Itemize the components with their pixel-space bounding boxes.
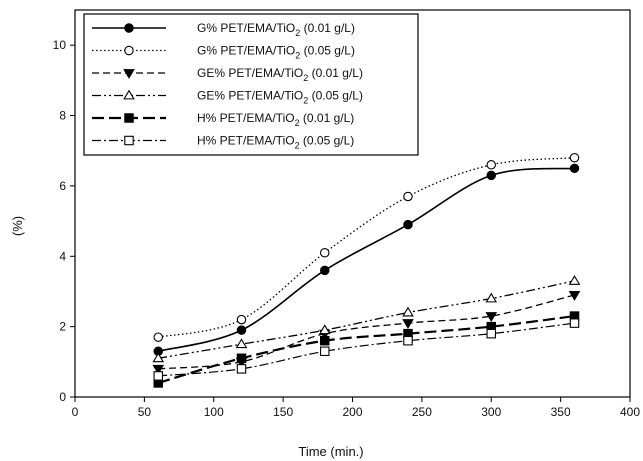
y-tick-label: 6 (59, 179, 66, 193)
data-point-marker (235, 338, 248, 349)
data-point-marker (403, 335, 413, 346)
x-tick-label: 0 (72, 405, 79, 419)
legend-entry: G% PET/EMA/TiO2 (0.05 g/L) (92, 44, 355, 61)
series-line (158, 322, 575, 377)
x-axis-title: Time (min.) (298, 444, 363, 459)
x-tick-label: 50 (138, 405, 152, 419)
legend-label-subscript: 2 (295, 118, 300, 128)
data-point-marker (485, 292, 498, 303)
data-point-marker (486, 328, 496, 339)
legend-marker (124, 45, 134, 56)
series-line (158, 280, 575, 359)
legend-label-suffix: (0.05 g/L) (308, 89, 363, 103)
data-point-marker (236, 364, 247, 374)
legend-entry: GE% PET/EMA/TiO2 (0.01 g/L) (92, 66, 363, 83)
legend-label-main: H% PET/EMA/TiO (197, 111, 295, 125)
legend-label: H% PET/EMA/TiO2 (0.05 g/L) (197, 134, 354, 151)
data-point-marker (568, 274, 581, 285)
x-tick-label: 200 (342, 405, 362, 419)
x-tick-label: 350 (551, 405, 571, 419)
legend-label-main: H% PET/EMA/TiO (197, 134, 295, 148)
x-tick-label: 250 (412, 405, 432, 419)
legend-label-main: GE% PET/EMA/TiO (197, 66, 303, 80)
legend-marker (123, 89, 135, 100)
series-line (158, 167, 575, 353)
data-point-marker (236, 314, 247, 325)
legend-label: H% PET/EMA/TiO2 (0.01 g/L) (197, 111, 354, 128)
series-3 (152, 291, 581, 375)
legend-label-subscript: 2 (295, 141, 300, 151)
data-point-marker (569, 318, 580, 328)
x-tick-label: 150 (273, 405, 293, 419)
legend-entry: H% PET/EMA/TiO2 (0.01 g/L) (92, 111, 354, 128)
legend-marker (124, 135, 134, 146)
data-point-marker (569, 153, 580, 163)
data-point-marker (152, 364, 165, 375)
legend-label-subscript: 2 (295, 28, 300, 38)
legend-label: G% PET/EMA/TiO2 (0.05 g/L) (197, 44, 355, 61)
legend-label-subscript: 2 (295, 51, 300, 61)
data-point-marker (486, 160, 496, 170)
legend-entry: G% PET/EMA/TiO2 (0.01 g/L) (92, 21, 355, 38)
data-point-marker (568, 291, 581, 301)
data-point-marker (319, 248, 330, 258)
data-point-marker (319, 335, 330, 346)
legend-entry: H% PET/EMA/TiO2 (0.05 g/L) (92, 134, 354, 151)
data-point-marker (403, 219, 413, 230)
legend-label-main: G% PET/EMA/TiO (197, 44, 295, 58)
series-4 (152, 274, 581, 363)
y-tick-label: 2 (59, 320, 66, 334)
legend-label-subscript: 2 (303, 73, 308, 83)
series-line (158, 157, 575, 338)
series-5 (153, 311, 580, 388)
data-point-marker (402, 319, 414, 330)
data-point-marker (403, 191, 413, 202)
data-point-marker (319, 265, 330, 276)
legend-marker (124, 113, 134, 123)
y-axis-title: (%) (10, 216, 25, 236)
data-point-marker (153, 371, 164, 381)
axes: 0 50 100 150 200 250 300 350 400 0 2 4 6 8 10 (53, 38, 641, 419)
data-point-marker (318, 324, 331, 335)
legend-label-suffix: (0.01 g/L) (300, 21, 355, 35)
legend-marker (124, 23, 134, 33)
data-point-marker (569, 163, 580, 174)
legend-marker (123, 69, 135, 79)
legend-label-suffix: (0.05 g/L) (300, 44, 355, 58)
data-point-marker (153, 332, 164, 342)
data-point-marker (319, 346, 330, 357)
legend-entry: GE% PET/EMA/TiO2 (0.05 g/L) (92, 89, 363, 106)
series-line (157, 314, 575, 384)
legend-label: GE% PET/EMA/TiO2 (0.05 g/L) (197, 89, 363, 106)
legend-label: GE% PET/EMA/TiO2 (0.01 g/L) (197, 66, 363, 83)
data-point-marker (485, 312, 498, 322)
legend-label-main: GE% PET/EMA/TiO (197, 89, 303, 103)
y-tick-label: 10 (53, 38, 67, 52)
x-tick-label: 400 (620, 405, 640, 419)
series-layer (152, 153, 581, 388)
data-point-marker (152, 352, 165, 363)
legend-label-subscript: 2 (303, 96, 308, 106)
data-point-marker (236, 325, 247, 335)
legend-label-main: G% PET/EMA/TiO (197, 21, 295, 35)
y-tick-label: 0 (59, 390, 66, 404)
x-tick-label: 300 (481, 405, 501, 419)
legend-label: G% PET/EMA/TiO2 (0.01 g/L) (197, 21, 355, 38)
series-2 (153, 153, 580, 342)
y-tick-label: 8 (59, 109, 66, 123)
y-tick-label: 4 (59, 249, 66, 263)
legend-label-suffix: (0.05 g/L) (300, 134, 355, 148)
series-6 (153, 318, 580, 381)
x-tick-label: 100 (204, 405, 224, 419)
data-point-marker (486, 170, 496, 181)
data-point-marker (402, 306, 414, 317)
legend-label-suffix: (0.01 g/L) (300, 111, 355, 125)
series-line (158, 294, 575, 370)
legend: G% PET/EMA/TiO2 (0.01 g/L)G% PET/EMA/TiO… (83, 13, 419, 156)
legend-box (83, 13, 419, 156)
legend-label-suffix: (0.01 g/L) (308, 66, 363, 80)
data-point-marker (236, 353, 247, 364)
